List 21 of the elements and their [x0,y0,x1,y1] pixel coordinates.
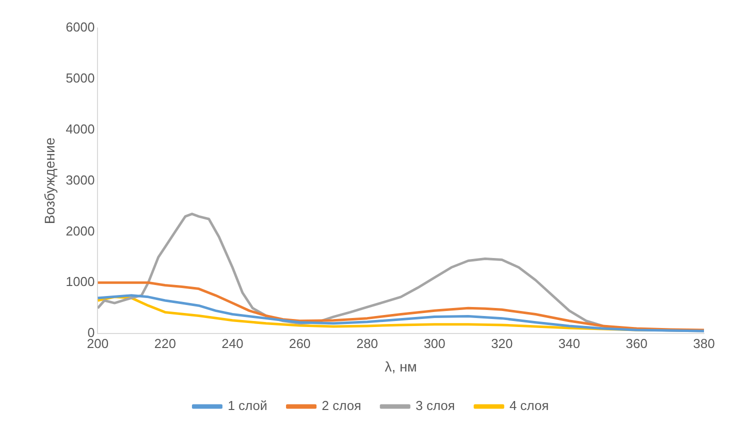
x-tick-label: 360 [626,336,648,351]
y-tick-label: 3000 [66,172,95,188]
y-tick-label: 1000 [66,274,95,290]
x-tick-label: 380 [693,336,715,351]
x-tick-label: 240 [222,336,244,351]
y-tick-label: 5000 [66,70,95,86]
x-tick-label: 340 [558,336,580,351]
y-tick-label: 6000 [66,20,95,35]
x-tick-label: 280 [356,336,378,351]
legend-label: 1 слой [228,398,268,414]
x-tick-label: 320 [491,336,513,351]
x-tick-label: 260 [288,336,311,351]
legend-label: 2 слоя [322,398,362,414]
legend-label: 3 слоя [416,398,455,414]
y-tick-label: 2000 [66,223,95,238]
x-tick-label: 300 [424,336,446,351]
legend-label: 4 слоя [509,398,549,414]
y-axis-title: Возбуждение [41,137,58,224]
y-tick-label: 4000 [66,121,95,136]
x-tick-label: 220 [154,336,176,351]
x-axis-title: λ, нм [384,358,417,374]
